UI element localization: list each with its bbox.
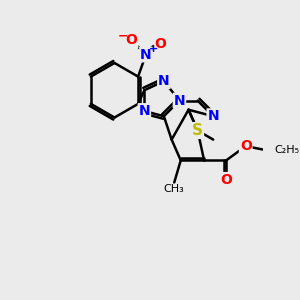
Text: N: N bbox=[140, 47, 152, 61]
Text: N: N bbox=[139, 104, 150, 118]
Text: N: N bbox=[158, 74, 170, 88]
Text: +: + bbox=[149, 44, 158, 54]
Text: C₂H₅: C₂H₅ bbox=[274, 145, 299, 155]
Text: O: O bbox=[240, 139, 252, 153]
Text: O: O bbox=[220, 173, 232, 187]
Text: CH₃: CH₃ bbox=[164, 184, 184, 194]
Text: O: O bbox=[126, 33, 138, 47]
Text: −: − bbox=[117, 30, 128, 43]
Text: N: N bbox=[207, 109, 219, 123]
Text: O: O bbox=[154, 37, 166, 51]
Text: S: S bbox=[192, 123, 203, 138]
Text: N: N bbox=[174, 94, 185, 108]
